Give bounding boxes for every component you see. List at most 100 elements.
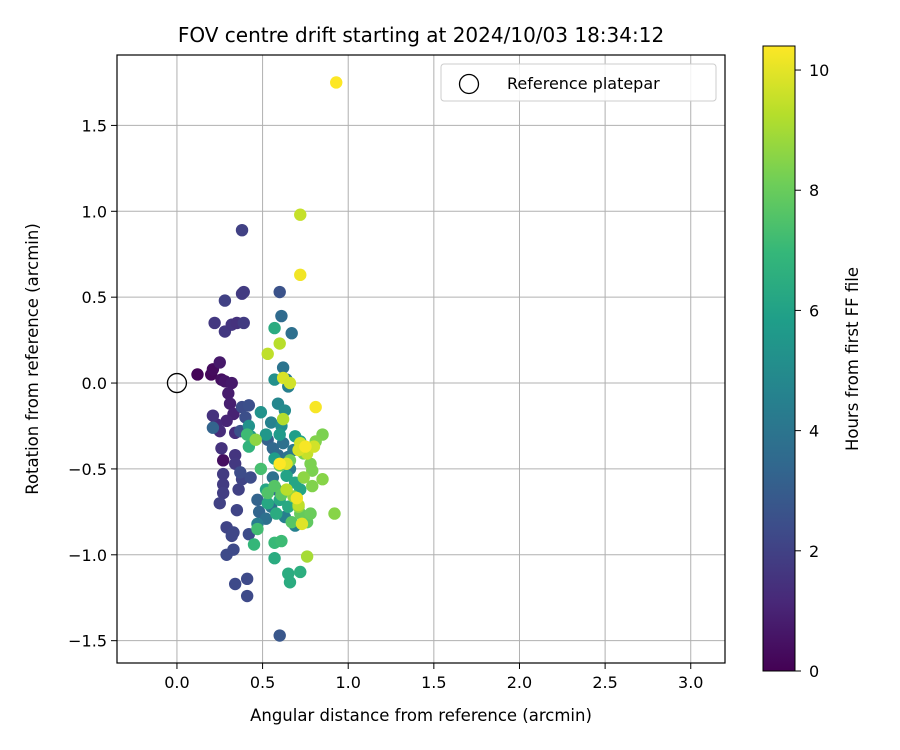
data-point — [299, 440, 312, 453]
data-point — [247, 538, 261, 551]
x-tick-label: 1.5 — [421, 673, 446, 692]
data-point — [206, 409, 220, 422]
colorbar-tick-label: 8 — [809, 181, 819, 200]
data-point — [251, 493, 264, 507]
data-point — [216, 478, 230, 491]
legend-reference-marker — [458, 73, 480, 95]
data-point — [280, 469, 293, 482]
y-tick-label: 1.0 — [82, 202, 107, 221]
data-point — [275, 534, 288, 548]
y-tick-label: −1.0 — [68, 546, 107, 565]
data-point — [208, 316, 221, 330]
data-point — [261, 347, 274, 361]
x-tick-label: 2.0 — [507, 673, 532, 692]
x-tick-label: 1.0 — [335, 673, 360, 692]
data-point — [307, 440, 321, 453]
data-point — [251, 522, 264, 536]
data-point — [223, 397, 237, 410]
colorbar-tick-label: 10 — [809, 61, 829, 80]
data-point — [242, 399, 256, 412]
data-point — [216, 467, 230, 481]
colorbar-tick-label: 4 — [809, 422, 819, 441]
data-point — [294, 565, 307, 579]
x-tick-label: 2.5 — [592, 673, 617, 692]
data-point — [290, 491, 304, 505]
data-point — [273, 457, 286, 470]
data-point — [276, 361, 290, 374]
data-point — [282, 500, 295, 513]
data-point — [213, 497, 226, 510]
data-point — [216, 454, 230, 467]
legend: Reference platepar — [440, 63, 717, 102]
data-point — [273, 337, 286, 350]
y-tick-label: 0.5 — [82, 288, 107, 307]
y-tick-label: 1.5 — [82, 116, 107, 135]
data-point — [215, 442, 228, 455]
data-points — [191, 76, 343, 642]
data-point — [235, 223, 249, 237]
colorbar-label: Hours from first FF file — [843, 267, 862, 451]
grid-lines — [117, 55, 725, 663]
data-point — [300, 550, 314, 563]
data-point — [218, 294, 232, 307]
x-tick-label: 0.0 — [164, 673, 189, 692]
data-point — [232, 483, 245, 496]
data-point — [216, 486, 230, 500]
data-point — [285, 327, 298, 340]
data-point — [230, 503, 244, 517]
data-point — [264, 416, 278, 429]
legend-box — [440, 63, 717, 102]
data-point — [237, 316, 250, 330]
data-point — [225, 376, 238, 390]
data-point — [249, 433, 262, 446]
data-point — [268, 479, 281, 493]
x-tick-label: 3.0 — [678, 673, 703, 692]
colorbar: 0 2 4 6 8 10 Hours from first FF file — [762, 45, 862, 681]
data-point — [268, 552, 281, 565]
data-point — [240, 572, 254, 586]
data-point — [275, 309, 288, 323]
colorbar-tick-label: 0 — [809, 662, 819, 681]
data-point — [295, 517, 309, 531]
data-point — [309, 400, 322, 414]
data-point — [283, 376, 297, 390]
reference-platepar-marker — [166, 372, 188, 394]
data-point — [304, 507, 317, 520]
data-point — [191, 368, 204, 381]
data-point — [328, 507, 341, 520]
data-point — [285, 515, 298, 529]
colorbar-gradient — [762, 45, 796, 672]
y-axis-ticks: −1.5 −1.0 −0.5 0.0 0.5 1.0 1.5 — [68, 116, 117, 651]
data-point — [225, 529, 238, 543]
data-point — [254, 406, 268, 419]
x-axis-label: Angular distance from reference (arcmin) — [250, 706, 592, 725]
data-point — [220, 414, 233, 428]
y-tick-label: 0.0 — [82, 374, 107, 393]
data-point — [259, 428, 273, 441]
data-point — [270, 507, 283, 520]
data-point — [283, 576, 297, 589]
data-point — [244, 471, 257, 484]
data-point — [273, 428, 286, 441]
data-point — [227, 543, 240, 556]
data-point — [237, 285, 250, 299]
data-point — [273, 285, 286, 299]
data-point — [306, 464, 319, 477]
data-point — [240, 589, 254, 603]
data-point — [228, 577, 242, 591]
data-point — [330, 76, 343, 89]
data-point — [261, 497, 274, 510]
y-tick-label: −1.5 — [68, 632, 107, 651]
data-point — [213, 356, 226, 369]
data-point — [273, 629, 286, 642]
data-point — [280, 483, 293, 496]
data-point — [294, 268, 307, 282]
data-point — [228, 448, 242, 462]
data-point — [234, 466, 247, 479]
x-axis-ticks: 0.0 0.5 1.0 1.5 2.0 2.5 3.0 — [164, 663, 703, 692]
data-point — [268, 321, 281, 335]
colorbar-tick-label: 6 — [809, 301, 819, 320]
data-point — [254, 462, 268, 476]
data-point — [206, 421, 220, 434]
